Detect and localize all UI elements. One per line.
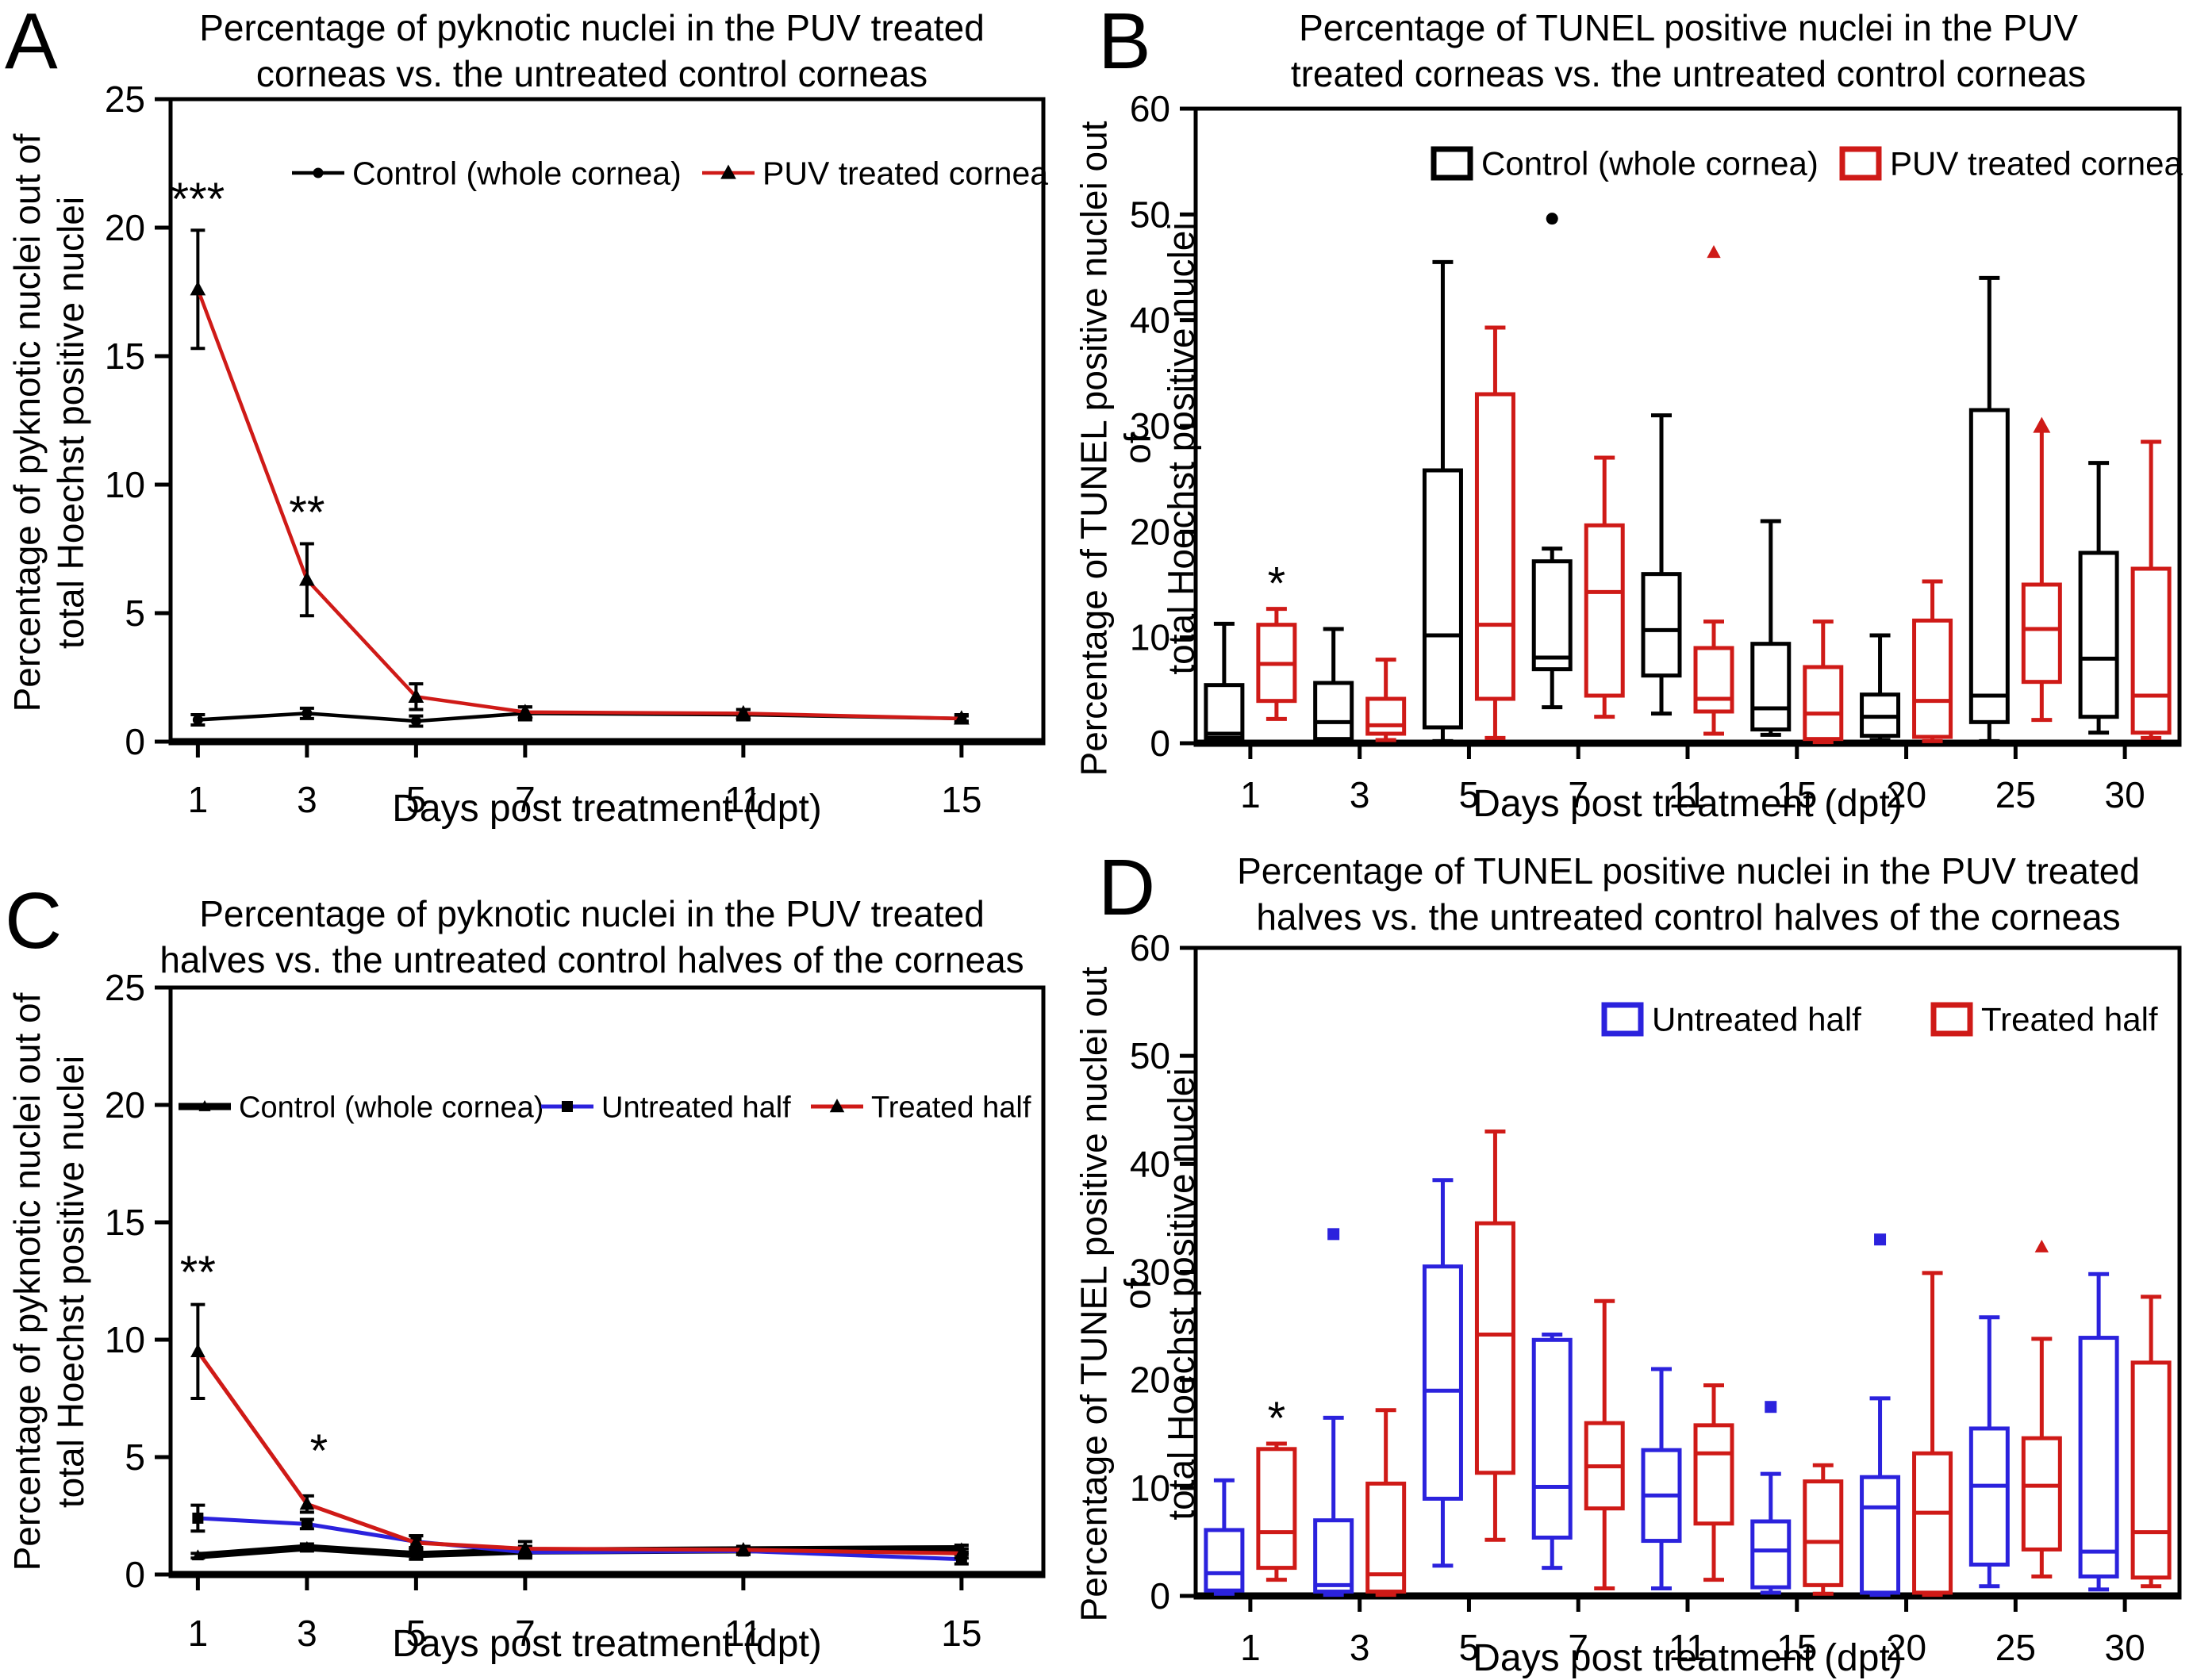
svg-text:*: *	[310, 1425, 328, 1477]
svg-text:25: 25	[105, 79, 145, 120]
panel-c: C Percentage of pyknotic nuclei in the P…	[0, 840, 1096, 1680]
panel-d-title: Percentage of TUNEL positive nuclei in t…	[1184, 848, 2193, 940]
svg-text:11: 11	[1669, 1627, 1707, 1668]
svg-text:40: 40	[1130, 300, 1170, 341]
panel-c-line-chart: 0 5 10 15 20 25 1 3 5 7 11 15 Control (whole cornea)…	[105, 967, 1046, 1654]
panel-a-x-axis-label: Days post treatment (dpt)	[392, 788, 822, 830]
svg-text:20: 20	[105, 1084, 145, 1126]
svg-text:0: 0	[125, 1554, 145, 1595]
svg-text:1: 1	[188, 1613, 209, 1654]
panel-c-title: Percentage of pyknotic nuclei in the PUV…	[87, 891, 1096, 983]
panel-d-letter: D	[1098, 843, 1156, 932]
panel-a-title-line2: corneas vs. the untreated control cornea…	[255, 53, 928, 94]
svg-text:Untreated half: Untreated half	[601, 1091, 791, 1124]
svg-text:30: 30	[2105, 774, 2145, 815]
svg-text:25: 25	[105, 967, 145, 1008]
svg-text:Control (whole cornea): Control (whole cornea)	[239, 1091, 543, 1124]
svg-text:7: 7	[1568, 1627, 1588, 1668]
svg-text:5: 5	[406, 779, 427, 820]
svg-text:10: 10	[105, 464, 145, 505]
panel-d-title-line1: Percentage of TUNEL positive nuclei in t…	[1237, 850, 2140, 892]
panel-d-box-plot: 0 10 20 30 40 50 60 1 3 5 7 11 15 20 25 30 Untreated hal…	[1130, 927, 2182, 1668]
panel-c-x-axis-label: Days post treatment (dpt)	[392, 1623, 822, 1665]
panel-b-title-line2: treated corneas vs. the untreated contro…	[1290, 53, 2087, 94]
svg-text:20: 20	[1130, 1360, 1170, 1401]
svg-text:Treated half: Treated half	[1981, 1001, 2158, 1038]
svg-text:*: *	[1268, 558, 1286, 610]
svg-text:15: 15	[105, 336, 145, 377]
panel-d: D Percentage of TUNEL positive nuclei in…	[1073, 840, 2193, 1680]
svg-text:60: 60	[1130, 88, 1170, 129]
svg-text:25: 25	[1995, 774, 2036, 815]
svg-text:1: 1	[188, 779, 209, 820]
svg-text:0: 0	[1150, 1575, 1170, 1617]
svg-text:Control (whole cornea): Control (whole cornea)	[1481, 145, 1819, 182]
svg-text:7: 7	[1568, 774, 1588, 815]
panel-b-title: Percentage of TUNEL positive nuclei in t…	[1184, 5, 2193, 97]
svg-text:10: 10	[1130, 617, 1170, 658]
svg-text:**: **	[180, 1247, 216, 1298]
panel-b-letter: B	[1098, 0, 1151, 86]
svg-text:Untreated half: Untreated half	[1652, 1001, 1861, 1038]
svg-text:5: 5	[1459, 1627, 1480, 1668]
panel-a-title-line1: Percentage of pyknotic nuclei in the PUV…	[199, 7, 985, 48]
svg-text:15: 15	[941, 779, 981, 820]
svg-text:15: 15	[1776, 774, 1817, 815]
svg-text:5: 5	[1459, 774, 1480, 815]
svg-text:15: 15	[941, 1613, 981, 1654]
svg-text:30: 30	[1130, 1252, 1170, 1293]
panel-a-line-chart: 0 5 10 15 20 25 1 3 5 7 11 15 Control (whole cornea)…	[105, 79, 1048, 820]
svg-text:50: 50	[1130, 1035, 1170, 1076]
svg-text:3: 3	[297, 779, 317, 820]
svg-text:11: 11	[724, 779, 762, 820]
svg-text:10: 10	[105, 1319, 145, 1360]
panel-a: A Percentage of pyknotic nuclei in the P…	[0, 0, 1096, 840]
svg-text:60: 60	[1130, 927, 1170, 968]
panel-d-title-line2: halves vs. the untreated control halves …	[1256, 896, 2121, 938]
svg-text:1: 1	[1240, 1627, 1261, 1668]
svg-text:15: 15	[105, 1202, 145, 1243]
svg-text:11: 11	[1669, 774, 1707, 815]
svg-text:20: 20	[1886, 1627, 1926, 1668]
svg-text:30: 30	[2105, 1627, 2145, 1668]
svg-text:20: 20	[105, 207, 145, 248]
svg-text:15: 15	[1776, 1627, 1817, 1668]
svg-text:20: 20	[1886, 774, 1926, 815]
svg-text:50: 50	[1130, 194, 1170, 235]
panel-c-title-line1: Percentage of pyknotic nuclei in the PUV…	[199, 893, 985, 934]
panel-b-x-axis-label: Days post treatment (dpt)	[1473, 783, 1903, 825]
svg-text:PUV treated cornea: PUV treated cornea	[1890, 145, 2183, 182]
svg-text:3: 3	[1350, 1627, 1370, 1668]
svg-text:*: *	[1268, 1393, 1286, 1444]
svg-text:3: 3	[1350, 774, 1370, 815]
panel-d-x-axis-label: Days post treatment (dpt)	[1473, 1637, 1903, 1679]
panel-b-box-plot: 0 10 20 30 40 50 60 1 3 5 7 11 15 20 25 30 Control (whol…	[1130, 88, 2183, 815]
svg-text:Control (whole cornea): Control (whole cornea)	[352, 155, 682, 191]
svg-text:0: 0	[1150, 723, 1170, 764]
svg-text:Treated half: Treated half	[871, 1091, 1031, 1124]
svg-text:5: 5	[125, 1436, 145, 1478]
svg-text:10: 10	[1130, 1467, 1170, 1509]
svg-text:11: 11	[724, 1613, 762, 1654]
panel-a-letter: A	[5, 0, 58, 86]
panel-c-letter: C	[5, 876, 63, 965]
svg-text:1: 1	[1240, 774, 1261, 815]
panel-a-title: Percentage of pyknotic nuclei in the PUV…	[87, 5, 1096, 97]
svg-text:5: 5	[406, 1613, 427, 1654]
svg-text:7: 7	[515, 779, 536, 820]
svg-text:20: 20	[1130, 511, 1170, 552]
panel-b: B Percentage of TUNEL positive nuclei in…	[1073, 0, 2193, 840]
svg-text:40: 40	[1130, 1143, 1170, 1184]
svg-text:25: 25	[1995, 1627, 2036, 1668]
svg-text:3: 3	[297, 1613, 317, 1654]
svg-text:***: ***	[171, 174, 225, 225]
svg-text:0: 0	[125, 721, 145, 762]
svg-text:5: 5	[125, 593, 145, 634]
svg-text:7: 7	[515, 1613, 536, 1654]
svg-text:**: **	[289, 487, 325, 539]
svg-text:PUV treated cornea: PUV treated cornea	[762, 155, 1048, 191]
svg-text:30: 30	[1130, 405, 1170, 447]
panel-b-title-line1: Percentage of TUNEL positive nuclei in t…	[1299, 7, 2078, 48]
panel-c-title-line2: halves vs. the untreated control halves …	[159, 939, 1024, 980]
